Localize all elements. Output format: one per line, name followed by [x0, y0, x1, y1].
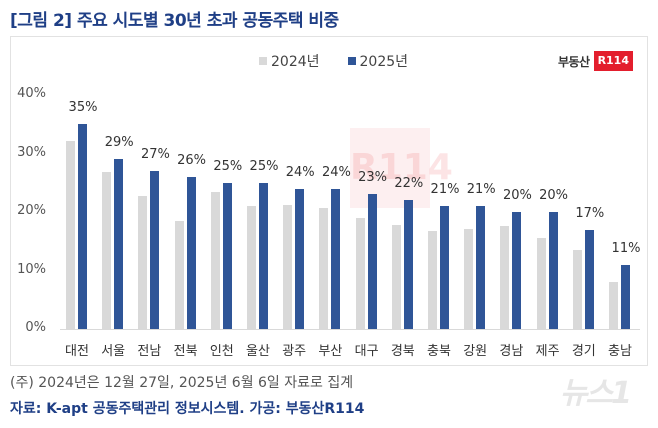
bar-2024: [283, 204, 293, 329]
data-label-2025: 22%: [394, 176, 424, 192]
bar-2025: [403, 200, 413, 329]
bar-2024: [138, 196, 148, 329]
bar-2024: [536, 237, 546, 329]
x-category-label: 대전: [65, 344, 89, 359]
data-label-2025: 26%: [177, 152, 207, 168]
x-category-label: 경남: [499, 344, 524, 359]
bar-2025: [331, 188, 341, 329]
legend-item-2024: 2024년: [259, 51, 320, 71]
x-category-label: 서울: [101, 344, 126, 359]
x-category-label: 대구: [354, 344, 379, 359]
bar-2024: [210, 192, 220, 329]
watermark: R114: [350, 128, 453, 208]
x-category-label: 경기: [571, 344, 596, 359]
brand-text: 부동산: [557, 54, 590, 69]
brand-logo: 부동산 R114: [558, 51, 633, 71]
bar-2024: [391, 224, 401, 329]
x-axis-baseline: [60, 329, 640, 330]
y-tick-label: 20%: [17, 203, 46, 218]
data-label-2025: 35%: [68, 100, 98, 116]
source-line: 자료: K-apt 공동주택관리 정보시스템. 가공: 부동산R114: [10, 401, 365, 417]
x-category-label: 충북: [427, 344, 451, 359]
x-category-label: 울산: [246, 344, 270, 359]
bar-2025: [512, 212, 522, 329]
y-tick-label: 10%: [17, 261, 46, 277]
legend-label-2025: 2025년: [359, 54, 409, 70]
bar-2025: [150, 171, 160, 329]
y-tick-label: 0%: [25, 320, 46, 335]
data-label-2025: 24%: [321, 164, 351, 180]
data-label-2025: 17%: [575, 205, 605, 221]
bar-2024: [174, 220, 184, 329]
legend-swatch-2025: [347, 57, 356, 65]
news-logo: 뉴스1: [559, 376, 632, 411]
data-label-2025: 25%: [249, 158, 279, 174]
data-label-2025: 23%: [358, 170, 388, 186]
data-label-2025: 20%: [539, 188, 569, 203]
bar-2024: [428, 230, 437, 329]
legend-item-2025: 2025년: [347, 51, 409, 71]
bar-2025: [440, 206, 449, 329]
bar-2025: [584, 229, 594, 329]
x-category-label: 경북: [390, 344, 415, 359]
bar-2025: [621, 264, 630, 329]
bar-2024: [247, 206, 256, 329]
bar-2025: [186, 176, 196, 329]
legend-swatch-2024: [259, 57, 267, 65]
bar-2025: [295, 188, 305, 329]
data-label-2025: 29%: [104, 135, 134, 151]
data-label-2025: 11%: [611, 240, 641, 256]
x-category-label: 충남: [608, 344, 632, 359]
bar-2024: [500, 226, 510, 329]
data-label-2025: 25%: [213, 158, 243, 174]
data-label-2025: 21%: [466, 182, 496, 198]
x-category-label: 광주: [282, 344, 307, 359]
x-category-label: 부산: [318, 344, 343, 359]
data-label-2025: 27%: [140, 147, 170, 163]
bar-2025: [476, 206, 486, 329]
bar-2024: [609, 282, 618, 329]
bar-2025: [222, 182, 232, 329]
x-category-label: 제주: [535, 344, 560, 359]
bar-2025: [114, 159, 124, 329]
bar-2024: [319, 207, 329, 329]
y-tick-label: 40%: [17, 86, 46, 101]
bar-2024: [464, 228, 474, 329]
y-tick-label: 30%: [17, 144, 46, 160]
chart-title: [그림 2] 주요 시도별 30년 초과 공동주택 비중: [10, 11, 339, 31]
data-label-2025: 20%: [502, 188, 532, 203]
bar-2025: [367, 194, 377, 329]
bar-2024: [355, 217, 365, 329]
legend-label-2024: 2024년: [271, 54, 320, 70]
data-label-2025: 21%: [430, 182, 460, 198]
bar-2024: [102, 172, 112, 329]
data-label-2025: 24%: [285, 164, 315, 180]
bar-2024: [572, 250, 582, 329]
x-category-label: 전남: [137, 344, 162, 359]
bar-2025: [259, 182, 268, 329]
x-category-label: 강원: [463, 344, 488, 359]
bar-2024: [66, 141, 75, 329]
brand-badge: R114: [593, 51, 633, 71]
x-category-label: 전북: [173, 344, 198, 359]
x-category-label: 인천: [209, 344, 234, 359]
bar-2025: [548, 212, 558, 329]
bar-2025: [78, 124, 87, 329]
legend: 2024년 2025년: [259, 51, 408, 71]
footnote: (주) 2024년은 12월 27일, 2025년 6월 6일 자료로 집계: [10, 375, 354, 391]
